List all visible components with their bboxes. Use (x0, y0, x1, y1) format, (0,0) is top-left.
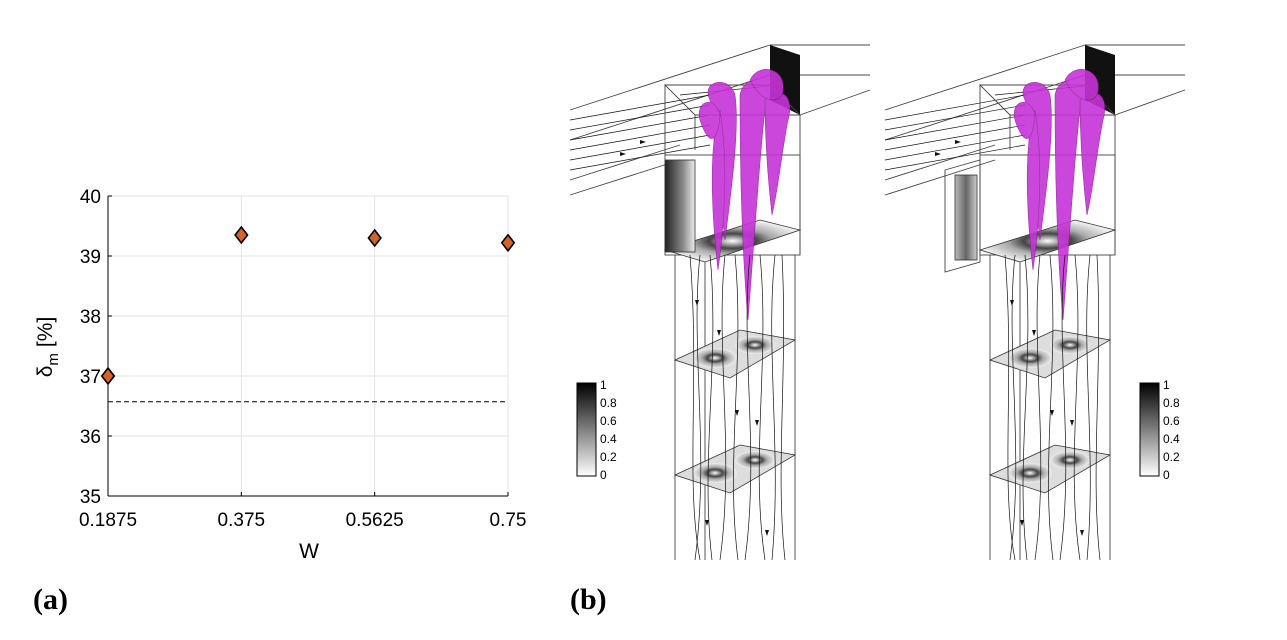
flow-model-left (569, 44, 871, 561)
x-tick-label: 0.375 (218, 510, 266, 531)
y-tick-label: 37 (80, 367, 101, 388)
data-point (234, 225, 249, 245)
y-tick-label: 38 (80, 307, 101, 328)
colorbar-tick-label: 0 (600, 468, 607, 482)
colorbar-tick-label: 0.2 (1163, 450, 1180, 464)
y-tick-label: 36 (80, 427, 101, 448)
y-tick-label: 40 (80, 187, 101, 208)
data-point (100, 366, 116, 386)
data-point (367, 228, 382, 248)
scatter-chart: 35 36 37 38 39 40 0.1875 0.375 0.5625 0.75 W δm [%… (34, 187, 527, 563)
colorbar-tick-label: 0 (1163, 468, 1170, 482)
colorbar-tick-label: 0.6 (1163, 414, 1180, 428)
colorbar-tick-label: 0.8 (600, 396, 617, 410)
y-tick-label: 39 (80, 247, 101, 268)
x-tick-label: 0.75 (490, 510, 527, 531)
y-axis-title: δm [%] (34, 317, 62, 378)
colorbar-right-gradient (1139, 382, 1160, 477)
colorbar-tick-label: 0.4 (1163, 432, 1180, 446)
data-point (500, 233, 516, 253)
x-axis-title: W (299, 540, 319, 563)
plot-area (108, 196, 508, 496)
colorbar-tick-label: 0.8 (1163, 396, 1180, 410)
colorbar-tick-label: 0.2 (600, 450, 617, 464)
flow-visualization: 1 0.8 0.6 0.4 0.2 0 1 0.8 0.6 0.4 0.2 0 (569, 44, 1186, 561)
colorbar-left: 1 0.8 0.6 0.4 0.2 0 (576, 378, 617, 482)
y-axis-symbol: δ (34, 366, 57, 378)
panel-label-b: (b) (570, 583, 607, 616)
grid-lines (107, 195, 509, 497)
colorbar-right-ticks: 1 0.8 0.6 0.4 0.2 0 (1163, 378, 1180, 482)
colorbar-tick-label: 0.4 (600, 432, 617, 446)
svg-text:δm[%]: δm [%] (34, 317, 62, 378)
x-tick-label: 0.5625 (346, 510, 404, 531)
y-tick-label: 35 (80, 487, 101, 508)
tick-labels: 35 36 37 38 39 40 0.1875 0.375 0.5625 0.75 (79, 187, 527, 531)
flow-model-right (884, 44, 1186, 561)
y-axis-unit: [%] (34, 317, 57, 347)
panel-label-a: (a) (33, 583, 68, 616)
colorbar-tick-label: 1 (1163, 378, 1170, 392)
colorbar-left-gradient (576, 382, 597, 477)
colorbar-tick-label: 0.6 (600, 414, 617, 428)
x-tick-label: 0.1875 (79, 510, 137, 531)
colorbar-left-ticks: 1 0.8 0.6 0.4 0.2 0 (600, 378, 617, 482)
colorbar-tick-label: 1 (600, 378, 607, 392)
colorbar-right: 1 0.8 0.6 0.4 0.2 0 (1139, 378, 1180, 482)
axes (107, 195, 509, 497)
y-axis-subscript: m (45, 353, 62, 366)
data-points (100, 225, 516, 386)
